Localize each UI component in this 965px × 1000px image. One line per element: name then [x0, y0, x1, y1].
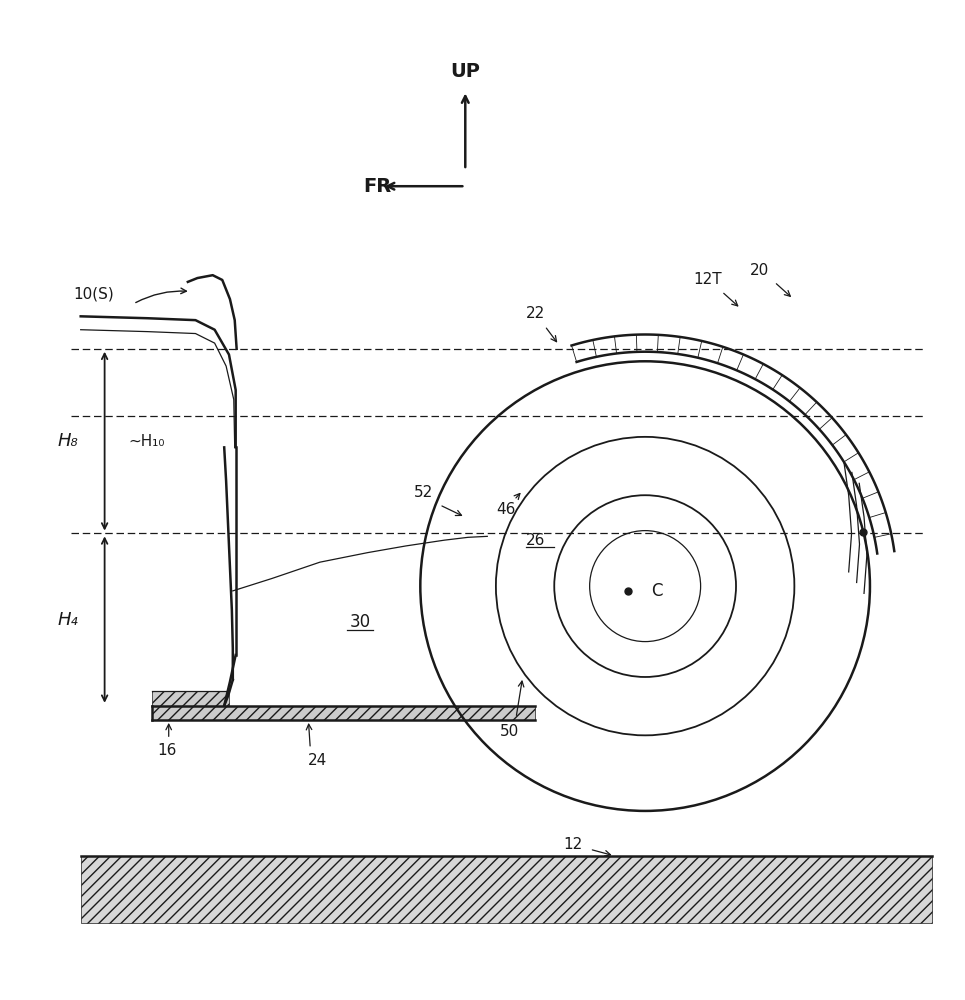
Text: FR: FR [364, 177, 392, 196]
Text: 52: 52 [414, 485, 433, 500]
Text: H₄: H₄ [58, 611, 78, 629]
Text: UP: UP [451, 62, 481, 81]
Text: ~H₁₀: ~H₁₀ [128, 434, 165, 449]
Text: 24: 24 [309, 753, 327, 768]
Text: 46: 46 [497, 502, 516, 517]
Text: 12: 12 [564, 837, 583, 852]
Text: 20: 20 [751, 263, 769, 278]
Text: 12T: 12T [693, 272, 722, 287]
Text: 10(S): 10(S) [73, 287, 114, 302]
Text: 30: 30 [349, 613, 371, 631]
Bar [81, 856, 932, 923]
Text: 22: 22 [526, 306, 544, 321]
Bar [152, 706, 536, 720]
Text: 26: 26 [526, 533, 545, 548]
Text: H₈: H₈ [58, 432, 78, 450]
Bar [152, 691, 229, 706]
Text: 50: 50 [500, 724, 519, 739]
Text: 16: 16 [157, 743, 177, 758]
Text: C: C [650, 582, 662, 600]
